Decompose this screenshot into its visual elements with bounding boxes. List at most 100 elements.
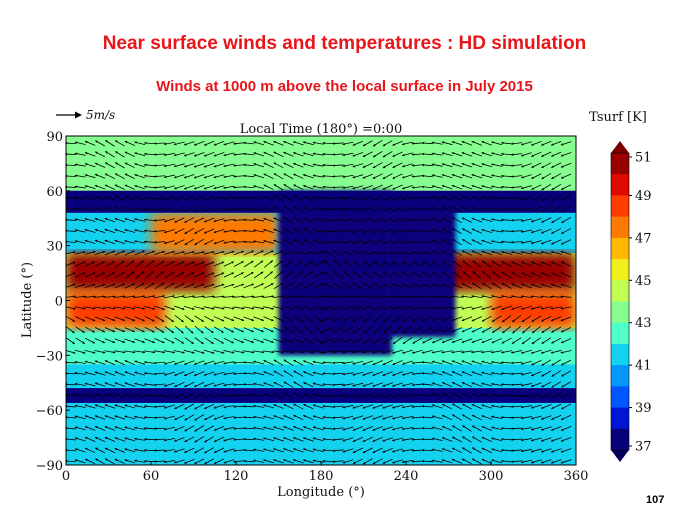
wind-vector-head [204, 231, 207, 234]
wind-vector-head [114, 415, 118, 418]
wind-vector-head [402, 283, 405, 287]
wind-vector-head [521, 362, 524, 365]
wind-vector-head [501, 271, 505, 275]
wind-vector-head [161, 282, 165, 286]
wind-vector-head [402, 460, 405, 464]
wind-vector-head [261, 350, 265, 354]
wind-vector-head [293, 173, 296, 177]
wind-vector-head [271, 340, 274, 343]
wind-vector-head [312, 207, 316, 210]
wind-vector-head [122, 283, 125, 286]
wind-vector-head [353, 260, 356, 264]
wind-vector-head [115, 140, 118, 143]
wind-vector-head [182, 251, 185, 254]
wind-vector-head [144, 240, 147, 244]
colorbar-segment [611, 386, 629, 409]
wind-vector-head [322, 383, 325, 386]
wind-vector-head [243, 229, 246, 233]
wind-vector-head [283, 426, 286, 429]
wind-vector-head [221, 318, 225, 322]
wind-vector-head [312, 196, 316, 199]
wind-vector-head [261, 340, 264, 343]
wind-vector-head [501, 141, 504, 145]
wind-vector-head [204, 406, 207, 409]
wind-vector-head [382, 439, 385, 442]
wind-vector-head [362, 154, 366, 157]
warm-region [151, 212, 279, 253]
wind-vector-head [94, 239, 98, 243]
wind-vector-head [312, 404, 316, 407]
wind-vector-head [94, 173, 98, 177]
wind-vector-head [171, 330, 174, 333]
wind-vector-head [441, 360, 445, 363]
wind-vector-head [231, 250, 235, 254]
wind-vector-head [332, 175, 335, 178]
wind-vector-head [132, 329, 135, 333]
wind-vector-head [223, 241, 227, 244]
wind-vector-head [263, 360, 267, 363]
wind-vector-head [263, 393, 266, 396]
wind-vector-head [501, 218, 504, 222]
wind-vector-head [184, 384, 187, 388]
wind-vector-head [174, 142, 177, 146]
wind-vector-head [411, 307, 415, 310]
wind-vector-head [462, 436, 465, 439]
wind-vector-head [550, 351, 554, 354]
wind-vector-head [501, 459, 504, 463]
wind-vector-head [421, 361, 425, 364]
wind-vector-head [201, 351, 205, 354]
wind-vector-head [194, 209, 197, 212]
wind-vector-head [551, 272, 554, 275]
wind-vector-head [283, 392, 287, 396]
wind-vector-head [461, 250, 465, 253]
wind-vector-head [352, 154, 356, 157]
wind-vector-head [213, 208, 217, 212]
wind-vector-head [402, 197, 405, 201]
wind-vector-head [531, 428, 534, 431]
wind-vector-head [74, 229, 78, 232]
wind-vector-head [333, 283, 336, 286]
wind-vector-head [382, 395, 385, 398]
wind-vector-head [491, 350, 494, 354]
wind-vector-head [154, 186, 157, 189]
wind-vector-head [392, 283, 395, 286]
wind-vector-head [243, 448, 246, 452]
wind-vector-head [511, 449, 514, 452]
wind-vector-head [174, 362, 177, 365]
wind-vector-head [502, 319, 505, 323]
wind-vector-head [441, 371, 445, 374]
wind-vector-head [362, 450, 366, 453]
wind-vector-head [481, 239, 485, 243]
wind-vector-head [263, 195, 267, 199]
wind-vector-head [223, 394, 226, 398]
wind-vector-head [392, 384, 395, 387]
wind-vector-head [491, 174, 494, 177]
wind-vector-head [511, 361, 514, 365]
wind-vector-head [233, 394, 236, 397]
wind-vector-head [114, 448, 118, 451]
wind-vector-head [362, 197, 366, 201]
wind-vector-head [184, 428, 188, 432]
wind-vector-head [174, 417, 177, 420]
wind-vector-head [241, 307, 245, 310]
wind-vector-head [481, 360, 484, 364]
colorbar-segment [611, 301, 629, 324]
wind-vector-head [362, 219, 366, 223]
wind-vector-head [95, 151, 98, 154]
wind-vector-head [184, 231, 188, 234]
wind-vector-head [520, 241, 524, 244]
wind-vector-head [491, 185, 494, 188]
colorbar-tick-label: 45 [635, 274, 652, 289]
wind-vector-head [124, 448, 127, 451]
wind-vector-head [102, 250, 106, 254]
wind-vector-head [362, 461, 366, 465]
wind-vector-head [550, 283, 554, 287]
wind-vector-head [271, 318, 274, 322]
wind-vector-head [551, 220, 554, 223]
wind-vector-head [322, 459, 325, 463]
wind-vector-head [271, 295, 275, 298]
wind-vector-head [191, 341, 194, 344]
wind-vector-head [511, 208, 514, 211]
wind-vector-head [241, 351, 245, 354]
wind-vector-head [263, 448, 266, 451]
